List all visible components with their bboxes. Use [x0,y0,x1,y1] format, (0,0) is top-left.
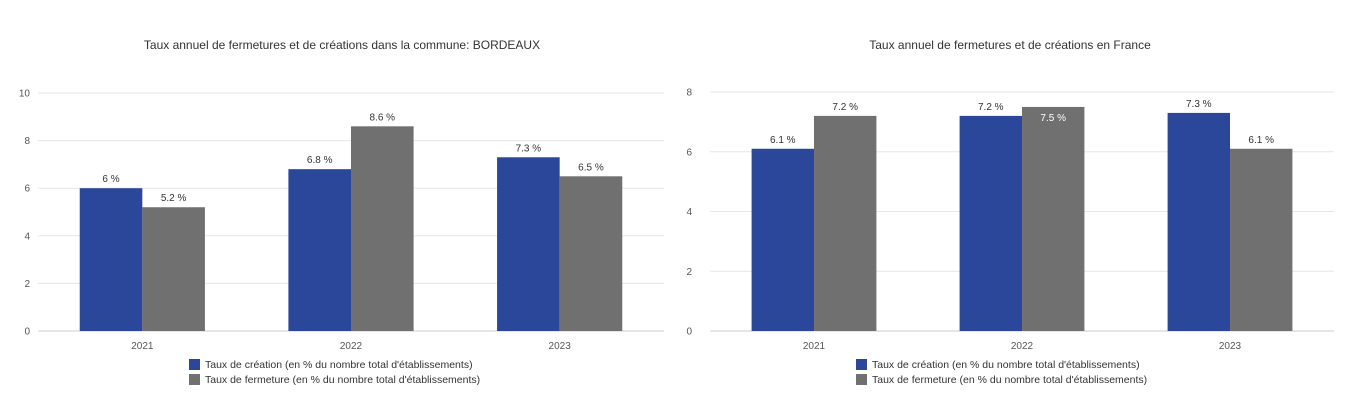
bar-creation-2021[interactable] [751,148,814,331]
data-label: 6.1 % [1248,135,1274,146]
legend-item-creation[interactable]: Taux de création (en % du nombre total d… [856,359,1140,371]
chart-title: Taux annuel de fermetures et de création… [869,38,1151,52]
chart-bordeaux-svg: Taux annuel de fermetures et de création… [19,38,664,386]
chart-title: Taux annuel de fermetures et de création… [144,38,540,52]
legend-swatch [189,359,200,370]
y-tick-label: 8 [24,136,30,147]
y-tick-label: 4 [24,231,30,242]
chart-france: Taux annuel de fermetures et de création… [674,0,1348,404]
data-label: 6.8 % [307,155,333,166]
data-label: 7.2 % [978,102,1004,113]
bar-fermeture-2022[interactable] [351,126,414,331]
y-tick-label: 0 [686,327,692,338]
legend-swatch [856,374,867,385]
bar-fermeture-2021[interactable] [142,207,205,331]
legend-item-creation[interactable]: Taux de création (en % du nombre total d… [189,359,473,371]
x-category-label: 2021 [803,341,826,352]
bar-fermeture-2023[interactable] [559,176,623,331]
x-category-label: 2023 [549,341,572,352]
legend-swatch [189,374,200,385]
bar-creation-2023[interactable] [1167,112,1230,331]
y-tick-label: 2 [686,267,692,278]
legend-label: Taux de fermeture (en % du nombre total … [872,374,1147,386]
data-label: 7.5 % [1040,113,1066,124]
bar-fermeture-2021[interactable] [814,115,877,332]
legend-swatch [856,359,867,370]
data-label: 7.2 % [832,102,858,113]
chart-france-svg: Taux annuel de fermetures et de création… [686,38,1334,386]
x-category-label: 2023 [1219,341,1242,352]
y-tick-label: 10 [19,89,31,100]
bar-fermeture-2022[interactable] [1022,106,1085,331]
legend-label: Taux de création (en % du nombre total d… [872,359,1140,371]
x-category-label: 2022 [340,341,363,352]
x-category-label: 2022 [1011,341,1034,352]
bar-creation-2022[interactable] [959,115,1022,332]
y-tick-label: 2 [24,279,30,290]
legend-item-fermeture[interactable]: Taux de fermeture (en % du nombre total … [856,374,1147,386]
legend-label: Taux de création (en % du nombre total d… [205,359,473,371]
bar-fermeture-2023[interactable] [1230,148,1293,331]
bar-creation-2023[interactable] [497,157,560,331]
bar-creation-2021[interactable] [79,188,143,331]
y-tick-label: 8 [686,88,692,99]
y-tick-label: 6 [686,147,692,158]
data-label: 5.2 % [161,193,187,204]
bar-creation-2022[interactable] [288,169,351,331]
y-tick-label: 6 [24,184,30,195]
data-label: 7.3 % [516,143,542,154]
y-tick-label: 0 [24,327,30,338]
data-label: 8.6 % [370,112,396,123]
data-label: 7.3 % [1186,99,1212,110]
chart-bordeaux: Taux annuel de fermetures et de création… [19,38,664,386]
x-category-label: 2021 [131,341,154,352]
legend-item-fermeture[interactable]: Taux de fermeture (en % du nombre total … [189,374,480,386]
data-label: 6.5 % [578,162,604,173]
y-tick-label: 4 [686,207,692,218]
data-label: 6 % [102,174,119,185]
legend-label: Taux de fermeture (en % du nombre total … [205,374,480,386]
data-label: 6.1 % [770,135,796,146]
